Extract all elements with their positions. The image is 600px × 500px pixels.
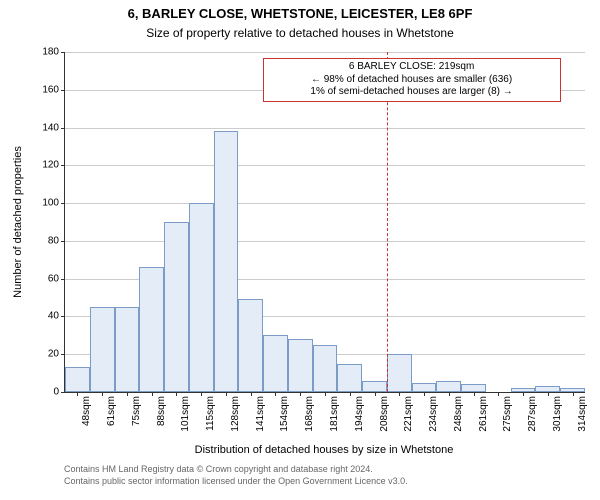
annotation-line: ← 98% of detached houses are smaller (63… [268, 74, 556, 87]
x-tick-label: 141sqm [255, 396, 266, 432]
y-axis-label: Number of detached properties [12, 146, 24, 298]
x-tick-label: 221sqm [403, 396, 414, 432]
y-tick-label: 60 [48, 273, 65, 284]
x-tick-label: 261sqm [478, 396, 489, 432]
y-tick-label: 160 [42, 84, 65, 95]
x-tick-label: 48sqm [81, 396, 92, 426]
histogram-bar [263, 335, 288, 392]
histogram-bar [115, 307, 140, 392]
footer-line-2: Contains public sector information licen… [64, 476, 408, 486]
histogram-bar [189, 203, 214, 392]
histogram-bar [461, 384, 486, 392]
x-tick-label: 115sqm [205, 396, 216, 431]
x-tick-label: 248sqm [453, 396, 464, 432]
gridline [65, 241, 585, 242]
x-tick-label: 301sqm [552, 396, 563, 432]
x-tick-label: 275sqm [502, 396, 513, 432]
chart-subtitle: Size of property relative to detached ho… [0, 26, 600, 40]
x-axis-label: Distribution of detached houses by size … [195, 444, 454, 456]
x-tick-label: 314sqm [577, 396, 588, 432]
x-tick-label: 208sqm [379, 396, 390, 432]
x-tick-label: 181sqm [329, 396, 340, 432]
gridline [65, 165, 585, 166]
x-tick-label: 287sqm [527, 396, 538, 432]
x-tick-label: 61sqm [106, 396, 117, 426]
x-tick-label: 194sqm [354, 396, 365, 432]
histogram-bar [387, 354, 412, 392]
x-tick-label: 154sqm [279, 396, 290, 432]
histogram-bar [288, 339, 313, 392]
gridline [65, 52, 585, 53]
x-tick-label: 168sqm [304, 396, 315, 432]
footer-line-1: Contains HM Land Registry data © Crown c… [64, 464, 373, 474]
y-tick-label: 0 [53, 387, 65, 398]
x-tick-label: 88sqm [156, 396, 167, 426]
plot-area: 02040608010012014016018048sqm61sqm75sqm8… [64, 52, 585, 393]
x-tick-label: 128sqm [230, 396, 241, 432]
annotation-line: 1% of semi-detached houses are larger (8… [268, 86, 556, 99]
histogram-bar [214, 131, 239, 392]
histogram-bar [362, 381, 387, 392]
histogram-bar [337, 364, 362, 392]
x-tick-label: 234sqm [428, 396, 439, 432]
y-tick-label: 80 [48, 235, 65, 246]
y-tick-label: 40 [48, 311, 65, 322]
chart-title: 6, BARLEY CLOSE, WHETSTONE, LEICESTER, L… [0, 6, 600, 21]
histogram-bar [313, 345, 338, 392]
property-size-chart: 6, BARLEY CLOSE, WHETSTONE, LEICESTER, L… [0, 0, 600, 500]
y-tick-label: 100 [42, 198, 65, 209]
gridline [65, 128, 585, 129]
y-tick-label: 180 [42, 47, 65, 58]
x-tick-label: 75sqm [131, 396, 142, 426]
gridline [65, 203, 585, 204]
y-tick-label: 20 [48, 349, 65, 360]
histogram-bar [139, 267, 164, 392]
annotation-line: 6 BARLEY CLOSE: 219sqm [268, 61, 556, 74]
histogram-bar [90, 307, 115, 392]
x-tick-label: 101sqm [180, 396, 191, 432]
property-marker-line [387, 52, 388, 392]
histogram-bar [436, 381, 461, 392]
histogram-bar [238, 299, 263, 392]
y-tick-label: 140 [42, 122, 65, 133]
histogram-bar [65, 367, 90, 392]
annotation-box: 6 BARLEY CLOSE: 219sqm← 98% of detached … [263, 58, 561, 102]
y-tick-label: 120 [42, 160, 65, 171]
histogram-bar [412, 383, 437, 392]
histogram-bar [164, 222, 189, 392]
